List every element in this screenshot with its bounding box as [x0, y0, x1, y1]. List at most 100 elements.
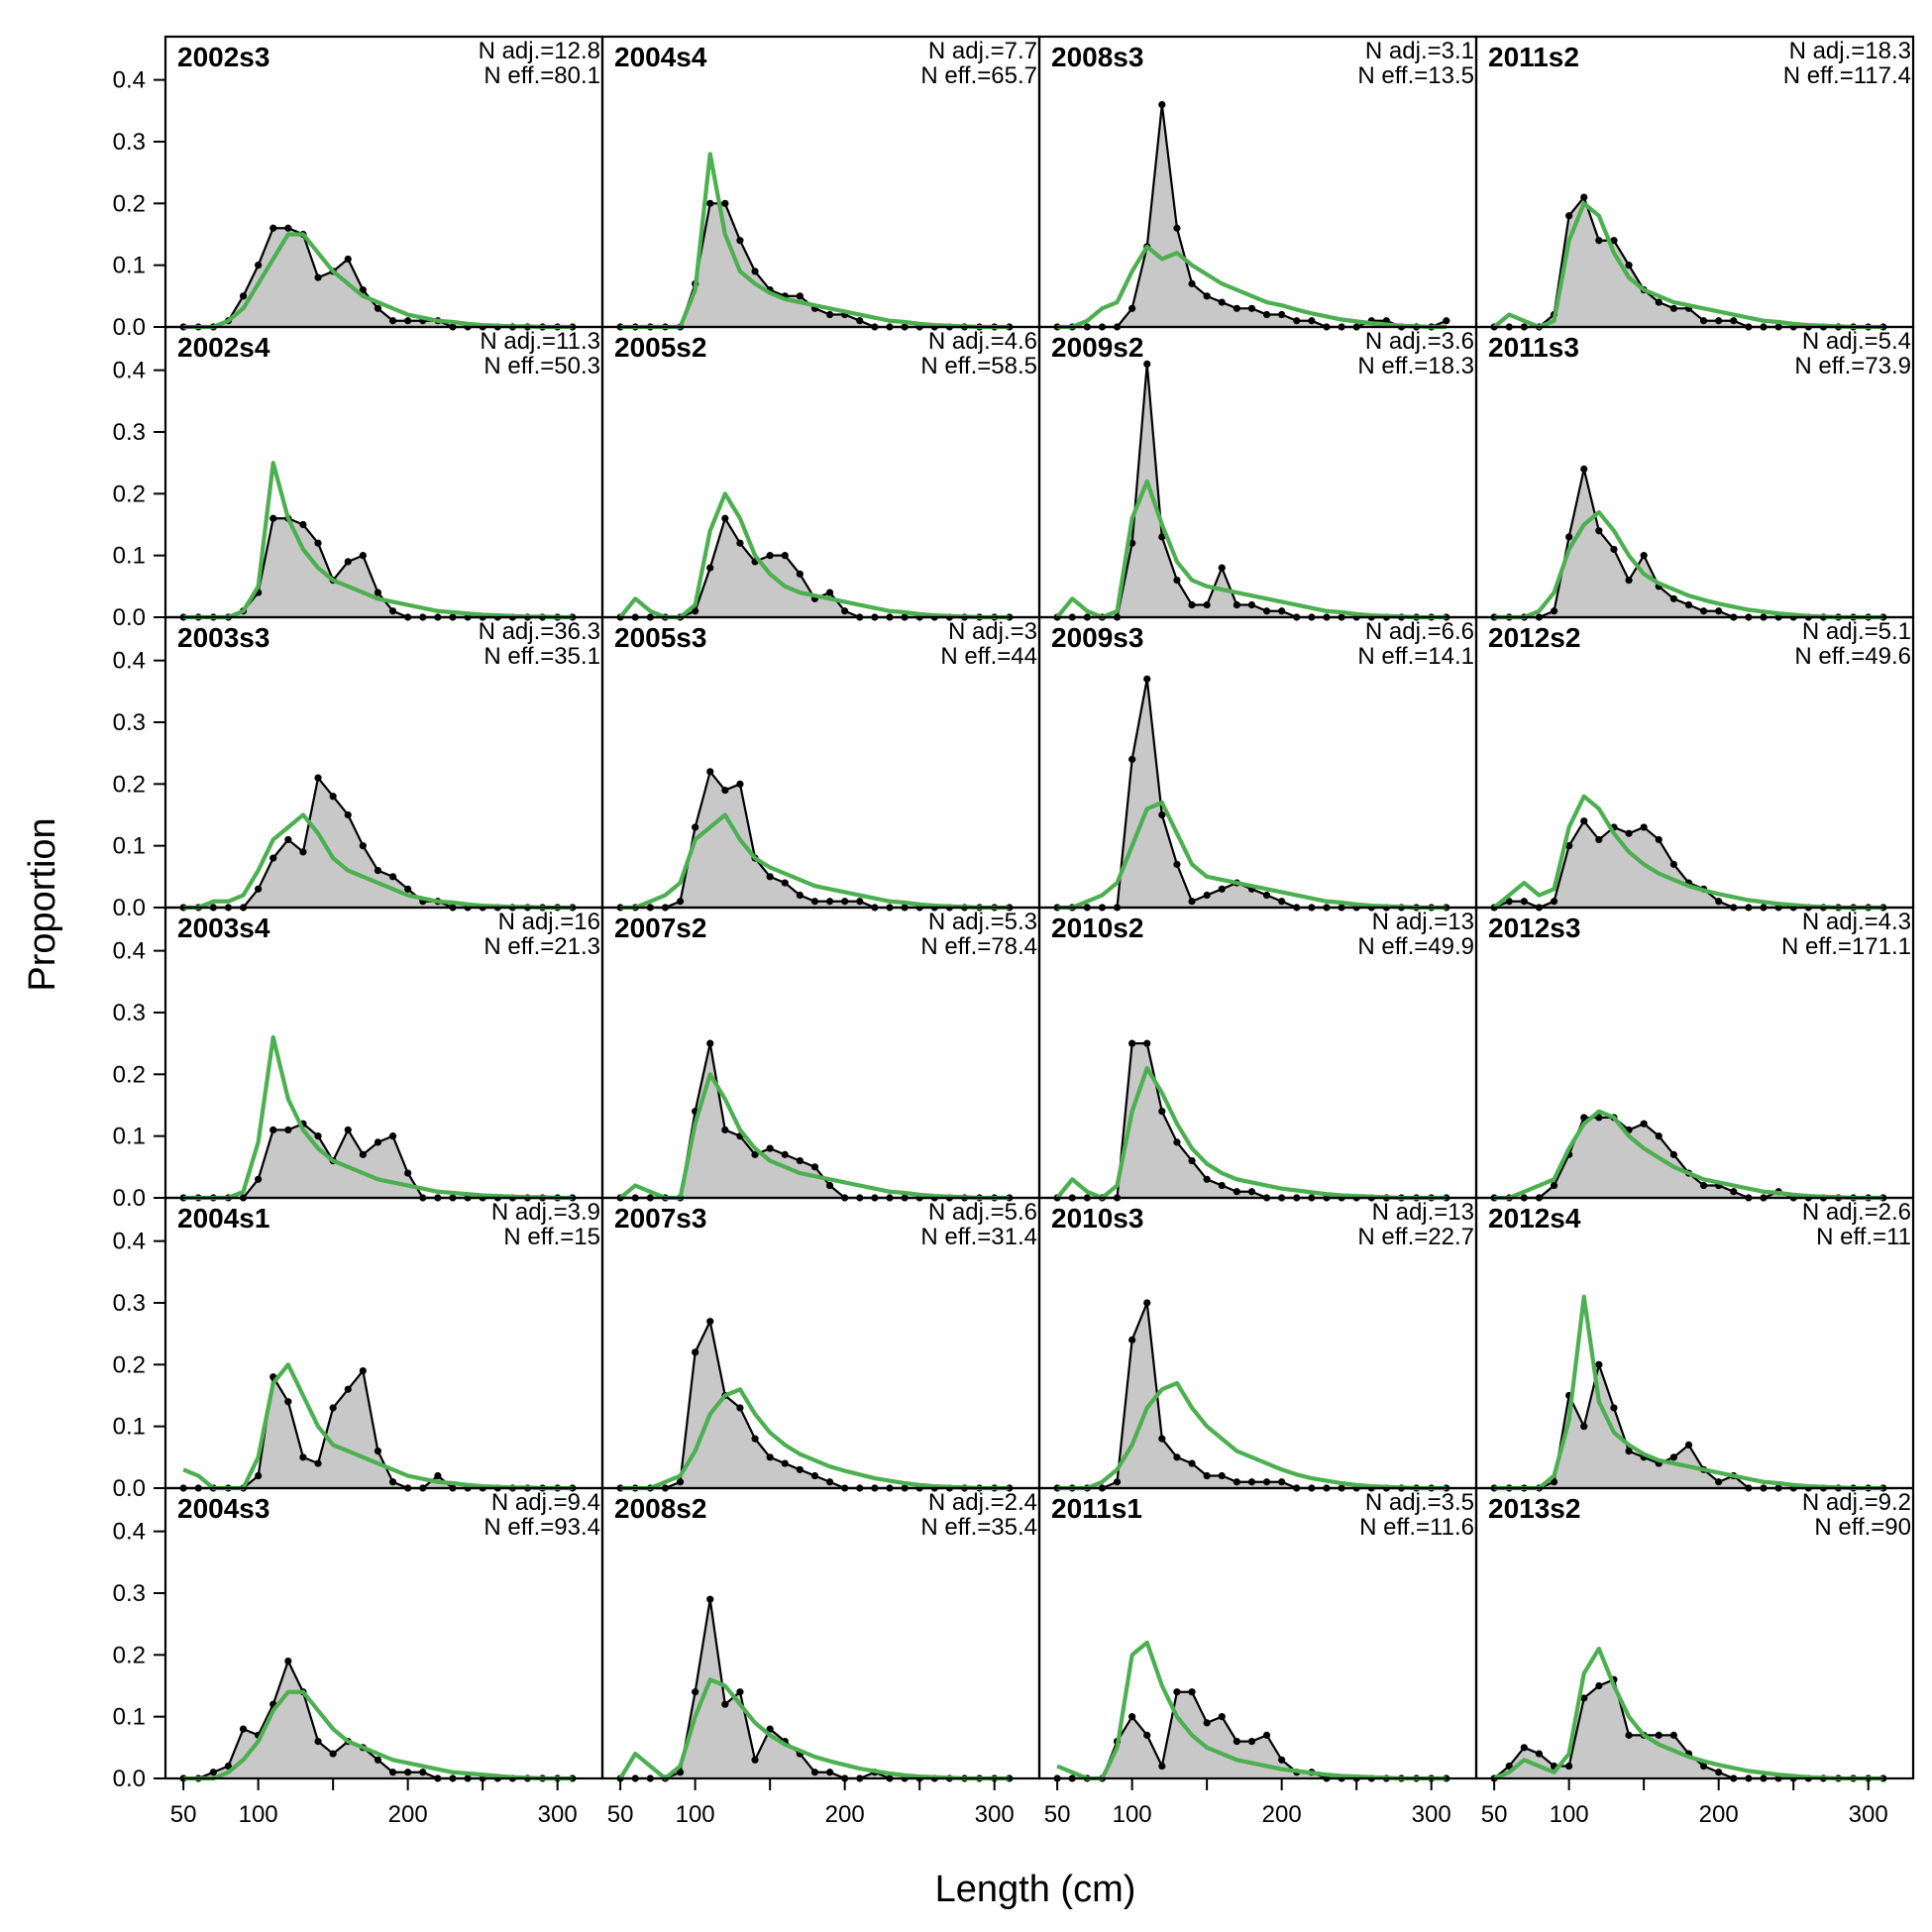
observed-point: [1188, 1459, 1196, 1467]
observed-point: [359, 285, 367, 294]
observed-point: [1203, 1175, 1211, 1183]
n-eff-label: N eff.=31.4: [920, 1224, 1037, 1250]
n-adj-label: N adj.=3: [948, 618, 1037, 645]
y-tick-label: 0.0: [113, 604, 146, 631]
n-adj-label: N adj.=11.3: [480, 328, 600, 355]
observed-point: [239, 1725, 248, 1733]
observed-point: [1262, 1478, 1271, 1486]
panel-2011s3: 2011s3 N adj.=5.4N eff.=73.9: [1474, 325, 1915, 621]
observed-point: [374, 1447, 382, 1455]
expected-line: [618, 1677, 1010, 1781]
panel-2004s1: 2004s1 N adj.=3.9N eff.=15: [163, 1196, 604, 1492]
observed-point: [1730, 317, 1738, 325]
observed-point: [374, 1756, 382, 1764]
x-tick-label: 50: [1044, 1801, 1071, 1828]
observed-point: [751, 1756, 759, 1764]
observed-line: [620, 1318, 1010, 1490]
observed-point: [359, 552, 367, 560]
y-tick-label: 0.1: [113, 543, 146, 570]
observed-point: [1625, 1731, 1633, 1739]
observed-point: [1262, 607, 1271, 615]
panel-label: 2010s3: [1051, 1203, 1143, 1234]
observed-point: [269, 1126, 277, 1134]
observed-point: [1233, 1188, 1240, 1196]
observed-point: [1188, 1156, 1196, 1165]
observed-point: [224, 1762, 233, 1771]
observed-line: [1057, 104, 1448, 329]
observed-point: [1247, 1478, 1256, 1486]
panel-label: 2008s2: [614, 1493, 706, 1524]
observed-point: [1188, 898, 1196, 906]
panel-label: 2010s2: [1051, 912, 1143, 943]
expected-line: [1493, 1646, 1883, 1781]
observed-area: [620, 518, 1010, 617]
n-eff-label: N eff.=13.5: [1357, 62, 1474, 89]
observed-point: [1610, 1404, 1618, 1412]
observed-point: [388, 317, 397, 325]
observed-point: [1158, 100, 1166, 109]
x-tick-label: 100: [1550, 1801, 1589, 1828]
observed-point: [1218, 564, 1226, 572]
observed-point: [404, 885, 412, 893]
observed-point: [299, 848, 307, 856]
observed-point: [284, 1126, 292, 1134]
expected-line: [1055, 1065, 1447, 1201]
panel-label: 2009s3: [1051, 622, 1143, 653]
observed-point: [1505, 1762, 1513, 1771]
x-tick-label: 100: [1113, 1801, 1152, 1828]
y-tick-label: 0.3: [113, 1000, 146, 1026]
n-adj-label: N adj.=9.4: [491, 1489, 600, 1516]
n-eff-label: N eff.=11.6: [1359, 1514, 1474, 1541]
panel-2013s2: 2013s2 N adj.=9.2N eff.=90: [1474, 1486, 1915, 1782]
observed-area: [1494, 197, 1883, 327]
observed-point: [1610, 237, 1618, 245]
observed-point: [1640, 552, 1648, 560]
observed-point: [1143, 675, 1151, 683]
observed-area: [620, 1599, 1010, 1778]
observed-point: [721, 514, 729, 522]
observed-area: [183, 228, 573, 327]
observed-point: [1715, 317, 1723, 325]
observed-point: [1218, 1713, 1226, 1721]
observed-point: [1173, 576, 1181, 585]
observed-point: [1218, 885, 1226, 893]
observed-point: [1595, 1114, 1603, 1122]
observed-area: [620, 771, 1010, 908]
observed-point: [841, 898, 849, 906]
observed-point: [1580, 1114, 1588, 1122]
observed-area: [1057, 364, 1447, 617]
observed-point: [1128, 304, 1136, 312]
observed-area: [1057, 104, 1447, 328]
expected-line: [620, 1387, 1010, 1491]
n-eff-label: N eff.=49.9: [1357, 933, 1474, 960]
x-tick-label: 50: [1481, 1801, 1508, 1828]
observed-point: [1565, 212, 1573, 220]
n-adj-label: N adj.=5.3: [928, 909, 1037, 935]
panel-2009s3: 2009s3 N adj.=6.6N eff.=14.1: [1037, 615, 1478, 912]
n-adj-label: N adj.=16: [498, 909, 600, 935]
observed-point: [209, 1769, 217, 1776]
observed-point: [751, 1435, 759, 1443]
expected-line: [618, 1072, 1010, 1201]
n-eff-label: N eff.=50.3: [483, 353, 600, 379]
observed-point: [404, 317, 412, 325]
observed-point: [1580, 193, 1588, 201]
observed-point: [1233, 1737, 1240, 1746]
y-tick-label: 0.0: [113, 895, 146, 921]
x-tick-label: 50: [170, 1801, 197, 1828]
panel-label: 2012s4: [1488, 1203, 1581, 1234]
observed-point: [766, 873, 774, 881]
n-adj-label: N adj.=5.1: [1802, 618, 1911, 645]
y-tick-label: 0.4: [113, 1519, 146, 1546]
x-tick-label: 300: [1412, 1801, 1451, 1828]
observed-point: [284, 835, 292, 844]
observed-point: [284, 1398, 292, 1406]
observed-point: [856, 898, 864, 906]
observed-point: [1278, 898, 1286, 906]
n-adj-label: N adj.=12.8: [479, 38, 600, 64]
observed-point: [269, 514, 277, 522]
panel-label: 2011s1: [1051, 1493, 1142, 1524]
observed-point: [329, 1404, 337, 1412]
observed-point: [1595, 237, 1603, 245]
observed-point: [1443, 317, 1450, 325]
